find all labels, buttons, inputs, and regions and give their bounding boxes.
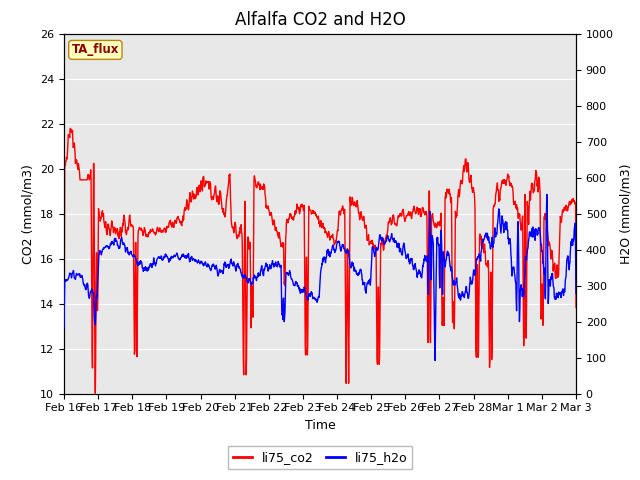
Title: Alfalfa CO2 and H2O: Alfalfa CO2 and H2O [235, 11, 405, 29]
X-axis label: Time: Time [305, 419, 335, 432]
Y-axis label: H2O (mmol/m3): H2O (mmol/m3) [620, 163, 632, 264]
Y-axis label: CO2 (mmol/m3): CO2 (mmol/m3) [22, 164, 35, 264]
Legend: li75_co2, li75_h2o: li75_co2, li75_h2o [228, 446, 412, 469]
Text: TA_flux: TA_flux [72, 43, 119, 56]
